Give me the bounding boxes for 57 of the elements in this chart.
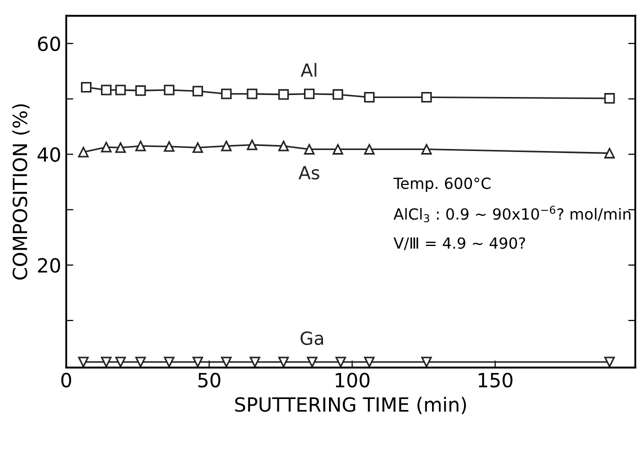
point [335, 356, 346, 368]
point [164, 84, 174, 96]
point [80, 82, 92, 93]
point [604, 93, 615, 104]
point [604, 356, 615, 368]
point [192, 86, 204, 96]
point [278, 356, 289, 368]
point [246, 140, 258, 150]
point [135, 140, 146, 152]
point [364, 356, 375, 368]
point [164, 356, 174, 368]
x-tick-label: 150 [478, 372, 512, 388]
point [306, 356, 318, 368]
point [115, 84, 126, 96]
y-tick-label: 20 [38, 258, 60, 273]
point [115, 142, 126, 153]
x-axis-title: SPUTTERING TIME (min) [235, 396, 466, 414]
point [78, 146, 89, 158]
point [421, 144, 432, 155]
point [304, 88, 315, 100]
y-axis-title: COMPOSITION (%) [12, 104, 30, 280]
series-label: Ga [300, 331, 324, 346]
point [221, 88, 232, 100]
series-label: As [298, 166, 320, 180]
point [304, 144, 315, 155]
point [250, 356, 260, 368]
y-tick-label: 60 [38, 36, 60, 52]
x-tick-label: 0 [61, 372, 72, 388]
point [278, 140, 289, 152]
point [192, 142, 204, 153]
point [100, 356, 112, 368]
point [135, 85, 146, 96]
point [221, 356, 232, 368]
point [78, 356, 89, 368]
series-label: Al [300, 62, 316, 77]
point [221, 140, 232, 152]
point [100, 142, 112, 152]
x-tick-label: 100 [336, 372, 370, 388]
point [100, 84, 112, 96]
annotation: Temp. 600°C [393, 178, 490, 192]
point [332, 144, 344, 155]
point [364, 144, 375, 155]
point [278, 89, 289, 100]
point [364, 92, 375, 102]
point [332, 89, 344, 100]
point [246, 88, 258, 100]
point [421, 92, 432, 102]
point [421, 356, 432, 368]
annotation: AlCl$_{3}$ : 0.9 ~ 90x10$^{−6}$? mol/min [394, 206, 630, 222]
point [164, 141, 174, 152]
annotation: V/Ⅲ = 4.9 ~ 490? [394, 237, 526, 250]
point [192, 356, 204, 368]
x-tick-label: 50 [198, 372, 220, 388]
y-tick-label: 40 [38, 147, 60, 162]
point [604, 148, 615, 158]
point [115, 356, 126, 368]
point [135, 356, 146, 368]
